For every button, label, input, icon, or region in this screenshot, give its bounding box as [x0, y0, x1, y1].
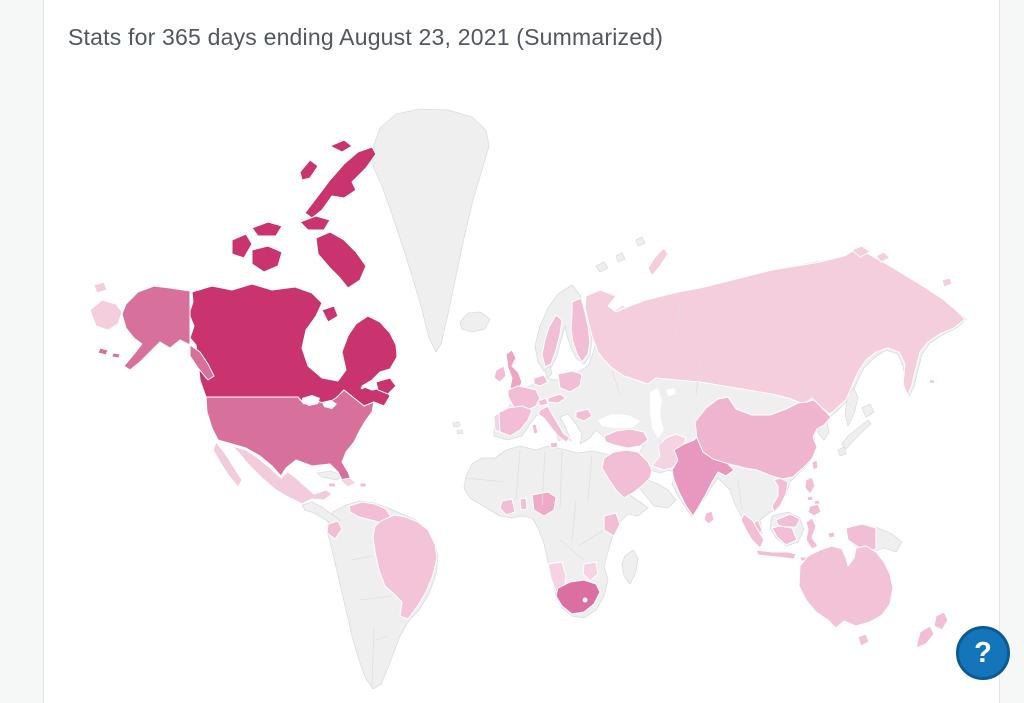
country-poland[interactable]	[557, 370, 583, 393]
country-jamaica[interactable]	[327, 482, 337, 488]
country-dominican-republic[interactable]	[339, 477, 357, 488]
country-sweden[interactable]	[541, 314, 563, 368]
country-finland[interactable]	[570, 297, 591, 363]
landmass-madagascar	[621, 549, 639, 585]
country-canada[interactable]	[188, 139, 398, 407]
country-nigeria[interactable]	[531, 491, 557, 517]
black-sea	[598, 414, 640, 428]
country-france[interactable]	[507, 385, 541, 413]
country-netherlands[interactable]	[533, 374, 549, 387]
country-australia[interactable]	[798, 545, 894, 647]
question-mark-icon: ?	[974, 637, 992, 669]
country-borders-decorative	[351, 299, 743, 687]
country-russia[interactable]	[89, 245, 966, 415]
page-title: Stats for 365 days ending August 23, 202…	[68, 24, 664, 50]
country-bulgaria[interactable]	[575, 408, 593, 422]
country-south-africa[interactable]	[555, 579, 601, 615]
lesotho-notch	[582, 597, 588, 603]
landmass-sakhalin	[844, 387, 859, 427]
country-puerto-rico[interactable]	[359, 482, 367, 488]
country-vietnam[interactable]	[771, 477, 789, 513]
country-benin[interactable]	[519, 497, 528, 511]
help-button[interactable]: ?	[956, 626, 1010, 680]
country-united-kingdom[interactable]	[505, 349, 523, 391]
landmass-greenland	[371, 108, 490, 353]
country-taiwan[interactable]	[811, 459, 819, 471]
country-china[interactable]	[694, 396, 832, 480]
landmass-japan	[837, 403, 875, 457]
country-brazil[interactable]	[372, 514, 438, 620]
country-switzerland[interactable]	[537, 397, 549, 407]
country-ghana[interactable]	[499, 498, 516, 516]
country-zimbabwe[interactable]	[582, 561, 599, 582]
country-ecuador[interactable]	[326, 520, 343, 540]
aral-sea	[666, 388, 676, 396]
country-austria[interactable]	[547, 393, 567, 404]
country-philippines[interactable]	[804, 476, 822, 517]
country-sri-lanka[interactable]	[703, 510, 715, 525]
country-kenya[interactable]	[603, 512, 621, 537]
landmass-africa	[463, 445, 649, 619]
country-italy[interactable]	[531, 405, 571, 449]
country-mexico[interactable]	[212, 441, 333, 505]
country-ireland[interactable]	[493, 365, 507, 383]
caspian-sea	[650, 388, 664, 438]
country-united-states[interactable]	[97, 285, 375, 485]
landmass-svalbard	[595, 236, 646, 273]
country-saudi-arabia[interactable]	[601, 449, 653, 499]
country-portugal[interactable]	[493, 412, 501, 433]
country-new-zealand[interactable]	[915, 611, 949, 649]
landmass-cuba	[316, 470, 344, 481]
landmass-iceland	[459, 311, 491, 333]
great-lakes	[302, 395, 337, 409]
country-spain[interactable]	[495, 405, 533, 437]
country-turkey[interactable]	[603, 428, 649, 449]
country-india[interactable]	[671, 435, 735, 517]
st-lawrence-river	[360, 375, 384, 390]
landmass-denmark	[544, 365, 553, 379]
landmass-atlantic-islands	[452, 421, 464, 435]
